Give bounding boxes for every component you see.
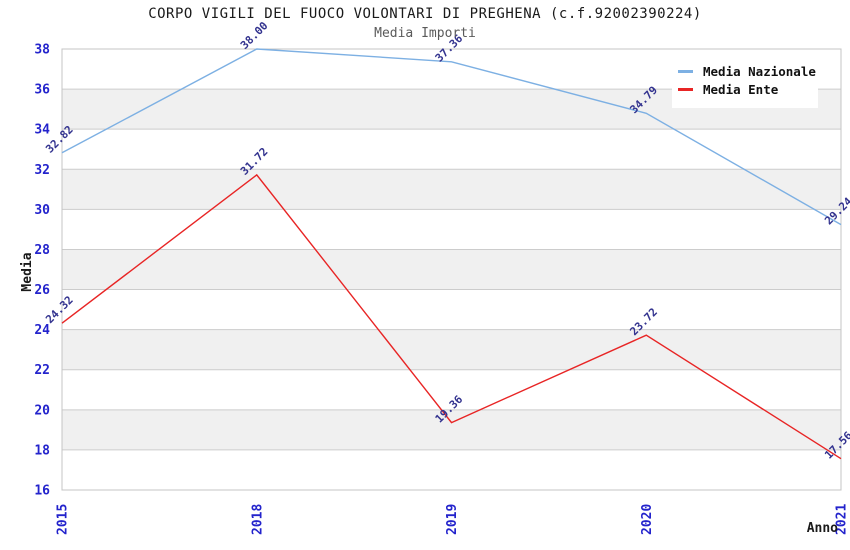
legend-swatch-media-nazionale xyxy=(678,70,693,73)
y-tick-label: 34 xyxy=(34,123,50,138)
series-line-media-nazionale xyxy=(61,48,842,226)
x-tick-label: 2020 xyxy=(640,504,655,535)
chart-subtitle: Media Importi xyxy=(374,26,476,41)
y-tick-label: 28 xyxy=(34,243,50,258)
y-tick-label: 24 xyxy=(34,323,50,338)
y-tick-label: 32 xyxy=(34,163,50,178)
plot-band xyxy=(62,329,841,370)
x-axis-title: Anno xyxy=(807,521,838,536)
series-line-media-ente xyxy=(61,173,842,460)
legend-label: Media Nazionale xyxy=(703,64,816,79)
point-label: 24.32 xyxy=(43,293,76,326)
y-tick-label: 20 xyxy=(34,403,50,418)
legend: Media Nazionale Media Ente xyxy=(672,54,818,108)
x-tick-label: 2018 xyxy=(250,504,265,535)
x-tick-label: 2021 xyxy=(835,504,850,535)
y-tick-label: 18 xyxy=(34,443,50,458)
chart-title: CORPO VIGILI DEL FUOCO VOLONTARI DI PREG… xyxy=(148,6,702,22)
legend-item-media-ente: Media Ente xyxy=(678,82,812,97)
plot-band xyxy=(62,169,841,210)
y-tick-label: 16 xyxy=(34,484,50,499)
legend-item-media-nazionale: Media Nazionale xyxy=(678,64,816,79)
plot-band xyxy=(62,249,841,290)
y-axis-title: Media xyxy=(20,252,35,291)
plot-band xyxy=(62,409,841,450)
y-tick-label: 38 xyxy=(34,43,50,58)
legend-swatch-media-ente xyxy=(678,88,693,91)
y-tick-label: 22 xyxy=(34,363,50,378)
y-tick-label: 36 xyxy=(34,83,50,98)
plot-border xyxy=(61,48,842,491)
y-tick-label: 26 xyxy=(34,283,50,298)
x-tick-label: 2019 xyxy=(445,504,460,535)
y-tick-label: 30 xyxy=(34,203,50,218)
x-tick-label: 2015 xyxy=(56,504,71,535)
legend-label: Media Ente xyxy=(703,82,779,97)
